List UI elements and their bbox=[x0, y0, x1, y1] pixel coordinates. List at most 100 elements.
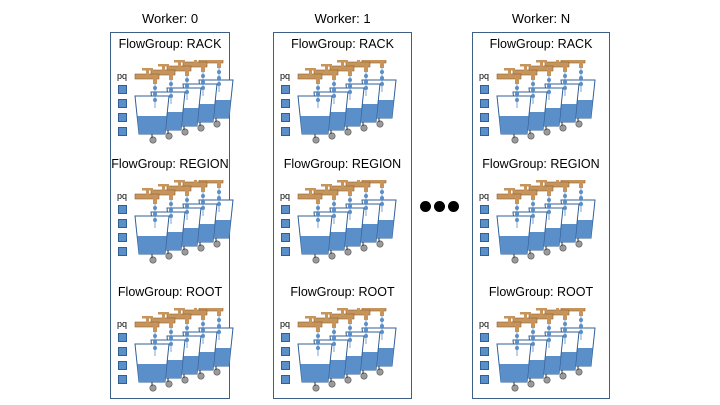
faucet-spout bbox=[515, 78, 519, 84]
faucet-handle bbox=[146, 70, 149, 75]
flowgroup-title: FlowGroup: REGION bbox=[111, 157, 229, 171]
faucet-handle bbox=[146, 318, 149, 323]
worker-box: FlowGroup: RACK pq FlowGroup: REGION pq … bbox=[110, 32, 234, 399]
valve-icon bbox=[181, 248, 189, 256]
pq-label: pq bbox=[280, 319, 291, 329]
flowgroup-rack: FlowGroup: RACK pq bbox=[111, 33, 234, 152]
faucet-spout bbox=[563, 66, 567, 72]
flowgroup-region: FlowGroup: REGION pq bbox=[111, 153, 234, 272]
bucket-unit bbox=[134, 188, 170, 264]
pq-square bbox=[480, 127, 489, 136]
faucet-spout bbox=[153, 198, 157, 204]
faucet-spout bbox=[169, 74, 173, 80]
valve-icon bbox=[328, 380, 336, 388]
valve-icon bbox=[181, 128, 189, 136]
valve-icon bbox=[312, 256, 320, 264]
ellipsis-dot bbox=[420, 201, 431, 212]
valve-icon bbox=[575, 368, 583, 376]
faucet-handle bbox=[178, 310, 181, 315]
faucet-handle bbox=[524, 186, 527, 191]
pq-label: pq bbox=[479, 191, 490, 201]
faucet-handle-bar bbox=[158, 64, 169, 67]
bucket-stack bbox=[133, 172, 243, 275]
valve-icon bbox=[165, 132, 173, 140]
valve-icon bbox=[213, 240, 221, 248]
valve-icon bbox=[149, 256, 157, 264]
faucet-handle bbox=[357, 178, 360, 183]
bucket-stack bbox=[296, 172, 406, 275]
pq-square bbox=[480, 113, 489, 122]
faucet-handle bbox=[508, 318, 511, 323]
faucet-spout bbox=[201, 66, 205, 72]
valve-icon bbox=[575, 120, 583, 128]
flowgroup-root: FlowGroup: ROOT pq bbox=[473, 281, 609, 400]
faucet-handle bbox=[194, 306, 197, 311]
valve-icon bbox=[527, 252, 535, 260]
valve-icon bbox=[165, 252, 173, 260]
valve-icon bbox=[328, 132, 336, 140]
valve-icon bbox=[149, 136, 157, 144]
worker-title: Worker: 1 bbox=[314, 11, 371, 26]
priority-queue bbox=[281, 85, 290, 141]
bucket-stack-graphic bbox=[496, 300, 596, 392]
valve-icon bbox=[213, 120, 221, 128]
pq-square bbox=[281, 233, 290, 242]
pq-square bbox=[118, 85, 127, 94]
bucket-stack-graphic bbox=[134, 300, 234, 392]
bucket-stack bbox=[296, 300, 406, 403]
faucet-handle-bar bbox=[520, 184, 531, 187]
faucet-handle-bar bbox=[174, 60, 185, 63]
bucket-stack-graphic bbox=[297, 52, 397, 144]
flowgroup-title: FlowGroup: REGION bbox=[482, 157, 600, 171]
faucet-handle-bar bbox=[142, 188, 153, 191]
priority-queue bbox=[281, 205, 290, 261]
bucket-water bbox=[300, 236, 330, 254]
faucet-handle-bar bbox=[174, 308, 185, 311]
faucet-handle bbox=[178, 62, 181, 67]
faucet-handle-bar bbox=[174, 180, 185, 183]
valve-icon bbox=[559, 372, 567, 380]
faucet-handle-bar bbox=[504, 316, 515, 319]
faucet-handle bbox=[556, 178, 559, 183]
faucet-handle bbox=[556, 306, 559, 311]
faucet-spout bbox=[563, 314, 567, 320]
faucet-spout bbox=[563, 186, 567, 192]
pq-square bbox=[118, 205, 127, 214]
valve-icon bbox=[559, 244, 567, 252]
faucet-spout bbox=[579, 310, 583, 316]
faucet-spout bbox=[547, 190, 551, 196]
bucket-stack-graphic bbox=[496, 172, 596, 264]
pq-square bbox=[281, 85, 290, 94]
faucet-handle-bar bbox=[142, 316, 153, 319]
faucet-spout bbox=[579, 182, 583, 188]
pq-square bbox=[118, 113, 127, 122]
flowgroup-title: FlowGroup: RACK bbox=[489, 37, 593, 51]
faucet-handle-bar bbox=[142, 68, 153, 71]
pq-square bbox=[480, 247, 489, 256]
valve-icon bbox=[312, 384, 320, 392]
valve-icon bbox=[543, 376, 551, 384]
faucet-handle bbox=[194, 178, 197, 183]
bucket-water bbox=[137, 236, 167, 254]
faucet-handle bbox=[325, 314, 328, 319]
faucet-handle-bar bbox=[321, 312, 332, 315]
faucet-spout bbox=[531, 194, 535, 200]
faucet-spout bbox=[380, 62, 384, 68]
faucet-handle-bar bbox=[504, 68, 515, 71]
faucet-handle-bar bbox=[321, 184, 332, 187]
faucet-handle bbox=[341, 182, 344, 187]
flowgroup-title: FlowGroup: ROOT bbox=[488, 285, 594, 299]
worker-title: Worker: 0 bbox=[141, 11, 199, 26]
priority-queue bbox=[118, 205, 127, 261]
valve-icon bbox=[328, 252, 336, 260]
valve-icon bbox=[344, 376, 352, 384]
bucket-unit bbox=[134, 68, 170, 144]
pq-square bbox=[281, 127, 290, 136]
valve-icon bbox=[543, 128, 551, 136]
faucet-handle bbox=[357, 306, 360, 311]
faucet-handle-bar bbox=[536, 308, 547, 311]
valve-icon bbox=[559, 124, 567, 132]
faucet-spout bbox=[547, 318, 551, 324]
bucket-unit bbox=[496, 316, 532, 392]
bucket-stack bbox=[296, 52, 406, 155]
